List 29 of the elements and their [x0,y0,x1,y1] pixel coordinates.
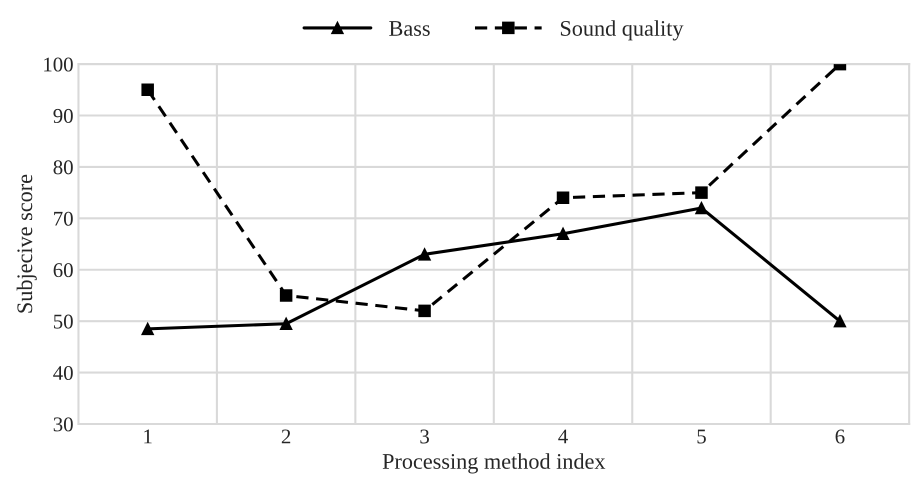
point [834,314,846,328]
x-tick-label: 6 [836,430,845,444]
y-tick-label: 80 [54,160,73,174]
y-axis-title: Subjecive score [16,174,37,313]
point [695,202,708,214]
x-axis-title: Processing method index [382,453,606,474]
point [141,84,154,96]
point [280,317,292,330]
y-tick-label: 40 [53,366,73,380]
x-tick-label: 3 [420,430,429,444]
y-tick-label: 60 [54,263,73,278]
legend-label: Bass [389,21,430,36]
x-tick-label: 1 [144,430,152,444]
y-tick-label: 90 [53,108,73,123]
legend-label: Sound quality [560,20,684,40]
x-tick-label: 2 [282,430,290,444]
y-tick-label: 50 [54,314,73,329]
point [556,228,570,240]
point [695,186,708,199]
point [141,322,154,336]
y-tick-label: 70 [54,212,73,226]
point [418,304,431,318]
x-tick-label: 4 [558,430,568,444]
x-tick-label: 5 [697,430,706,444]
point [280,289,292,302]
y-tick-label: 100 [44,57,73,72]
point [556,192,570,204]
point [418,248,431,261]
y-tick-label: 30 [54,417,73,432]
